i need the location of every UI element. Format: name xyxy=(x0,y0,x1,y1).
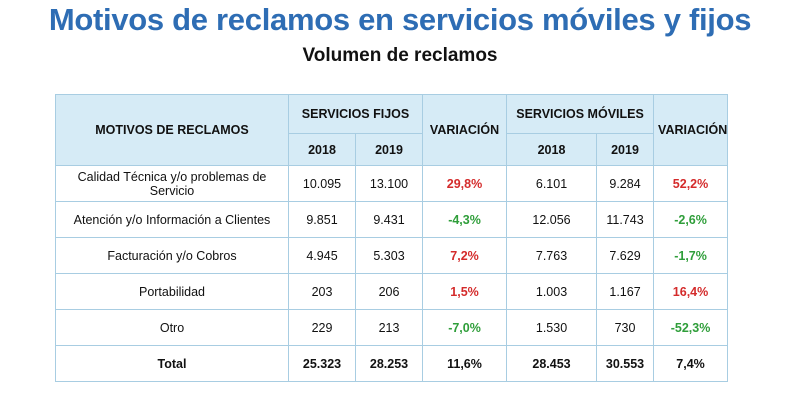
fixed-variation-cell: 11,6% xyxy=(422,345,508,382)
reason-cell: Calidad Técnica y/o problemas de Servici… xyxy=(55,165,289,202)
reason-cell: Portabilidad xyxy=(55,273,289,310)
reason-cell: Total xyxy=(55,345,289,382)
header-fixed-services: SERVICIOS FIJOS xyxy=(287,94,424,134)
mobile-2018-cell: 7.763 xyxy=(506,237,598,274)
table-row: Calidad Técnica y/o problemas de Servici… xyxy=(55,165,729,202)
fixed-2019-cell: 9.431 xyxy=(354,201,424,238)
fixed-variation-cell: 1,5% xyxy=(422,273,508,310)
header-fixed-2018: 2018 xyxy=(288,133,356,166)
fixed-2018-cell: 25.323 xyxy=(288,345,356,382)
fixed-2018-cell: 9.851 xyxy=(288,201,356,238)
mobile-2019-cell: 7.629 xyxy=(596,237,655,274)
header-fixed-2019: 2019 xyxy=(354,133,424,166)
reason-cell: Otro xyxy=(55,309,289,346)
mobile-2019-cell: 730 xyxy=(596,309,655,346)
mobile-2018-cell: 28.453 xyxy=(506,345,598,382)
mobile-2019-cell: 1.167 xyxy=(596,273,655,310)
fixed-variation-cell: -4,3% xyxy=(422,201,508,238)
header-fixed-variation: VARIACIÓN xyxy=(422,94,508,166)
fixed-2018-cell: 4.945 xyxy=(288,237,356,274)
fixed-2019-cell: 213 xyxy=(354,309,424,346)
reason-cell: Facturación y/o Cobros xyxy=(55,237,289,274)
mobile-2019-cell: 30.553 xyxy=(596,345,655,382)
mobile-2018-cell: 1.530 xyxy=(506,309,598,346)
fixed-2018-cell: 229 xyxy=(288,309,356,346)
mobile-variation-cell: 16,4% xyxy=(653,273,729,310)
page-subtitle: Volumen de reclamos xyxy=(302,45,498,66)
fixed-2019-cell: 13.100 xyxy=(354,165,424,202)
table-row: Facturación y/o Cobros 4.945 5.303 7,2% 7.76… xyxy=(55,237,729,274)
fixed-2018-cell: 10.095 xyxy=(288,165,356,202)
header-mobile-2019: 2019 xyxy=(596,133,655,166)
mobile-variation-cell: -1,7% xyxy=(653,237,729,274)
fixed-variation-cell: -7,0% xyxy=(422,309,508,346)
fixed-variation-cell: 29,8% xyxy=(422,165,508,202)
page-title: Motivos de reclamos en servicios móviles… xyxy=(48,2,752,37)
fixed-2018-cell: 203 xyxy=(288,273,356,310)
reason-cell: Atención y/o Información a Clientes xyxy=(55,201,289,238)
fixed-2019-cell: 206 xyxy=(354,273,424,310)
header-reason: MOTIVOS DE RECLAMOS xyxy=(55,94,289,166)
mobile-2019-cell: 9.284 xyxy=(596,165,655,202)
mobile-2019-cell: 11.743 xyxy=(596,201,655,238)
mobile-variation-cell: -2,6% xyxy=(653,201,729,238)
mobile-2018-cell: 6.101 xyxy=(506,165,598,202)
mobile-2018-cell: 12.056 xyxy=(506,201,598,238)
header-mobile-2018: 2018 xyxy=(506,133,598,166)
mobile-variation-cell: 52,2% xyxy=(653,165,729,202)
mobile-variation-cell: -52,3% xyxy=(653,309,729,346)
fixed-variation-cell: 7,2% xyxy=(422,237,508,274)
claims-table: MOTIVOS DE RECLAMOS SERVICIOS FIJOS VARI… xyxy=(55,94,729,382)
table-row: Otro 229 213 -7,0% 1.530 730 -52,3% xyxy=(55,309,729,346)
header-mobile-variation: VARIACIÓN xyxy=(653,94,729,166)
mobile-2018-cell: 1.003 xyxy=(506,273,598,310)
table-row: Atención y/o Información a Clientes 9.851… xyxy=(55,201,729,238)
fixed-2019-cell: 28.253 xyxy=(354,345,424,382)
table-row: Portabilidad 203 206 1,5% 1.003 1.167 16,4% xyxy=(55,273,729,310)
claims-table-body: Calidad Técnica y/o problemas de Servici… xyxy=(55,165,729,382)
total-row: Total 25.323 28.253 11,6% 28.453 30.553 7,4% xyxy=(55,345,729,382)
mobile-variation-cell: 7,4% xyxy=(653,345,729,382)
fixed-2019-cell: 5.303 xyxy=(354,237,424,274)
header-mobile-services: SERVICIOS MÓVILES xyxy=(506,94,655,134)
